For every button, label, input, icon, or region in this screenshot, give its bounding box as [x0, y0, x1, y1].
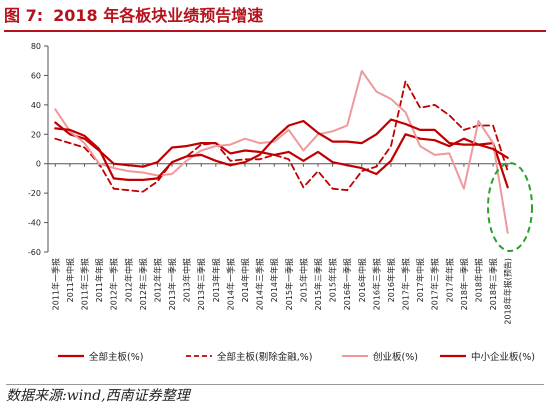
y-tick-label: 80 — [31, 42, 41, 51]
x-tick-label: 2016年三季报 — [371, 258, 381, 310]
figure-title: 图 7: 2018 年各板块业绩预告增速 — [4, 2, 546, 32]
legend-label-2: 全部主板(剔除金融,%) — [217, 351, 312, 363]
series-layer — [54, 70, 509, 234]
highlight-ellipse — [487, 162, 533, 252]
x-tick-label: 2015年中报 — [298, 258, 308, 302]
x-axis: 2011年一季报 2011年中报 2011年三季报 2011年年报 2012年一季报 20… — [48, 163, 515, 325]
line-chart: -60 -40 -20 0 20 40 60 80 2011年一季报 2011年中报 2011年三… — [28, 42, 535, 363]
x-tick-label: 2016年年报 — [386, 258, 396, 302]
y-tick-label: -20 — [28, 189, 41, 198]
y-tick-label: 20 — [31, 130, 41, 139]
source-note: 数据来源:wind,西南证券整理 — [6, 384, 544, 407]
series-line-1 — [54, 121, 509, 189]
x-tick-label: 2018年中报 — [474, 258, 484, 302]
x-tick-label: 2017年一季报 — [401, 258, 411, 310]
y-tick-label: 60 — [31, 71, 41, 80]
y-tick-label: -40 — [28, 219, 41, 228]
x-tick-label: 2016年中报 — [357, 258, 367, 302]
x-tick-label: 2012年年报 — [152, 258, 162, 302]
x-tick-label: 2014年一季报 — [225, 258, 235, 310]
x-tick-label: 2018年一季报 — [459, 258, 469, 310]
x-tick-label: 2017年中报 — [415, 258, 425, 302]
x-tick-label: 2015年一季报 — [284, 258, 294, 310]
series-line-4 — [54, 118, 509, 181]
x-tick-label: 2013年一季报 — [167, 258, 177, 310]
x-tick-label: 2015年三季报 — [313, 258, 323, 310]
x-tick-label: 2017年三季报 — [430, 258, 440, 310]
x-tick-label: 2014年三季报 — [255, 258, 265, 310]
x-tick-label: 2012年中报 — [123, 258, 133, 302]
x-tick-label: 2011年一季报 — [50, 258, 60, 310]
x-tick-label: 2018年年报(预告) — [503, 258, 513, 325]
legend-label-4: 中小企业板(%) — [471, 351, 535, 363]
y-tick-label: 0 — [36, 160, 41, 169]
x-tick-label: 2011年中报 — [65, 258, 75, 302]
x-tick-label: 2011年年报 — [94, 258, 104, 302]
y-axis: -60 -40 -20 0 20 40 60 80 — [28, 42, 49, 257]
x-tick-label: 2018年三季报 — [488, 258, 498, 310]
legend: 全部主板(%) 全部主板(剔除金融,%) 创业板(%) 中小企业板(%) — [58, 351, 535, 363]
x-tick-label: 2011年三季报 — [79, 258, 89, 310]
x-tick-label: 2012年一季报 — [109, 258, 119, 310]
x-tick-label: 2015年年报 — [328, 258, 338, 302]
figure-number: 图 7: — [4, 6, 44, 25]
x-tick-label: 2013年三季报 — [196, 258, 206, 310]
x-tick-label: 2014年中报 — [240, 258, 250, 302]
x-tick-label: 2013年中报 — [182, 258, 192, 302]
legend-label-3: 创业板(%) — [373, 351, 418, 363]
x-tick-label: 2017年年报 — [444, 258, 454, 302]
x-tick-label: 2014年年报 — [269, 258, 279, 302]
x-tick-label: 2016年一季报 — [342, 258, 352, 310]
series-line-3 — [54, 70, 509, 234]
x-tick-label: 2013年年报 — [211, 258, 221, 302]
x-tick-label: 2012年三季报 — [138, 258, 148, 310]
legend-label-1: 全部主板(%) — [89, 351, 143, 363]
series-line-2 — [54, 80, 509, 193]
y-tick-label: 40 — [31, 101, 41, 110]
y-tick-label: -60 — [28, 248, 41, 257]
figure-title-text: 2018 年各板块业绩预告增速 — [53, 6, 264, 25]
